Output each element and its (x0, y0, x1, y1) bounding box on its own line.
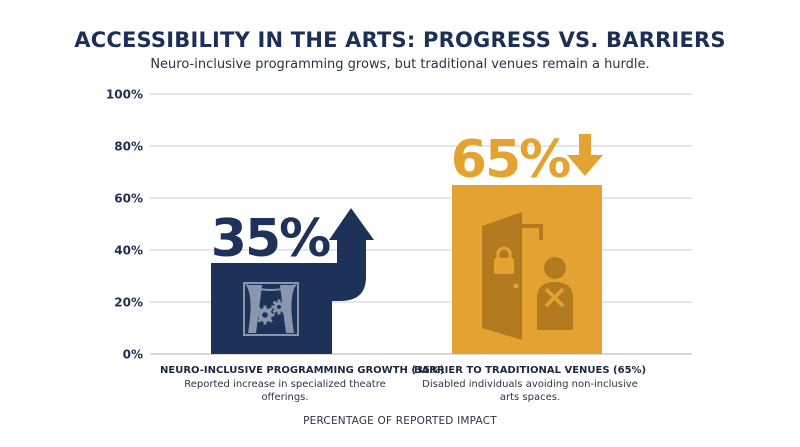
data-label-0: 35% (211, 209, 330, 269)
data-label-1: 65% (451, 130, 570, 190)
gear-small-icon-hole (277, 305, 281, 309)
gear-small-icon-tooth (277, 310, 281, 315)
category-label-1: BARRIER TO TRADITIONAL VENUES (65%) Disa… (412, 365, 648, 404)
gear-small-icon (271, 299, 287, 315)
theatre-stage-gears-icon (243, 282, 299, 336)
category-description-0: Reported increase in specialized theatre… (184, 379, 386, 403)
chart-subtitle: Neuro-inclusive programming grows, but t… (150, 57, 650, 72)
chart-title: ACCESSIBILITY IN THE ARTS: PROGRESS VS. … (74, 28, 726, 52)
gear-large-icon (255, 305, 275, 325)
gear-large-icon-tooth (263, 305, 267, 310)
gear-large-icon-tooth (263, 320, 267, 325)
stage-frame (243, 282, 299, 336)
bar-1 (452, 185, 602, 354)
door-person-blocked-icon (482, 212, 573, 340)
stage-valance (245, 284, 297, 291)
category-label-0: NEURO-INCLUSIVE PROGRAMMING GROWTH (35%)… (160, 365, 445, 404)
lock-shackle (496, 246, 512, 258)
y-tick-label-40: 40% (114, 244, 143, 258)
trend-down-arrow-icon (567, 134, 603, 176)
category-name-1: BARRIER TO TRADITIONAL VENUES (65%) (413, 365, 647, 376)
y-tick-label-80: 80% (114, 140, 143, 154)
blocked-x-icon (545, 288, 564, 307)
lock-body (494, 258, 514, 274)
gear-large-icon-hole (262, 312, 268, 318)
y-tick-label-20: 20% (114, 296, 143, 310)
category-description-1: Disabled individuals avoiding non-inclus… (422, 379, 638, 403)
person-head (544, 257, 566, 279)
x-axis-label: PERCENTAGE OF REPORTED IMPACT (303, 415, 497, 427)
gear-small-icon-tooth (277, 299, 281, 304)
y-tick-label-100: 100% (106, 88, 143, 102)
person-body (537, 282, 573, 330)
y-tick-label-0: 0% (123, 348, 143, 362)
trend-up-arrow-icon (313, 208, 374, 301)
door-panel (482, 212, 522, 340)
stage-curtain-right (280, 285, 296, 333)
door-knob (513, 283, 519, 289)
y-tick-label-60: 60% (114, 192, 143, 206)
stage-curtain-left (246, 285, 262, 333)
category-name-0: NEURO-INCLUSIVE PROGRAMMING GROWTH (35%) (160, 365, 445, 376)
